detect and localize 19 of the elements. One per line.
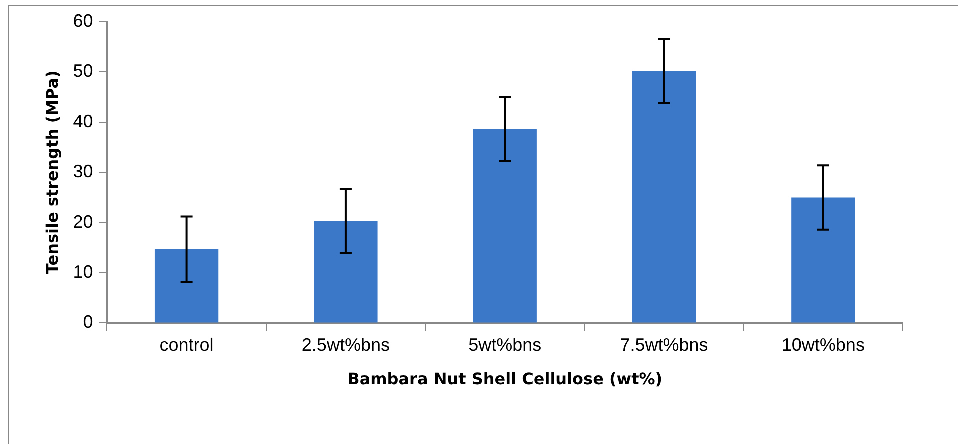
x-tick-label: 5wt%bns <box>468 334 542 355</box>
x-tick-label: 2.5wt%bns <box>302 334 390 355</box>
bar <box>314 221 378 323</box>
y-tick-label: 20 <box>73 212 94 232</box>
y-tick-label: 60 <box>73 10 94 31</box>
x-tick-label: control <box>160 334 214 355</box>
y-axis-title: Tensile strength (MPa) <box>42 70 62 275</box>
x-axis-title: Bambara Nut Shell Cellulose (wt%) <box>348 370 663 389</box>
y-tick-label: 10 <box>73 262 94 282</box>
bar <box>632 71 696 323</box>
bar <box>792 198 856 323</box>
y-tick-label: 30 <box>73 162 94 182</box>
x-tick-label: 7.5wt%bns <box>620 334 708 355</box>
x-tick-label: 10wt%bns <box>782 334 865 355</box>
bar <box>473 129 537 323</box>
y-tick-label: 50 <box>73 61 94 82</box>
y-tick-label: 0 <box>83 312 94 332</box>
y-tick-label: 40 <box>73 111 94 132</box>
bar <box>154 249 219 323</box>
